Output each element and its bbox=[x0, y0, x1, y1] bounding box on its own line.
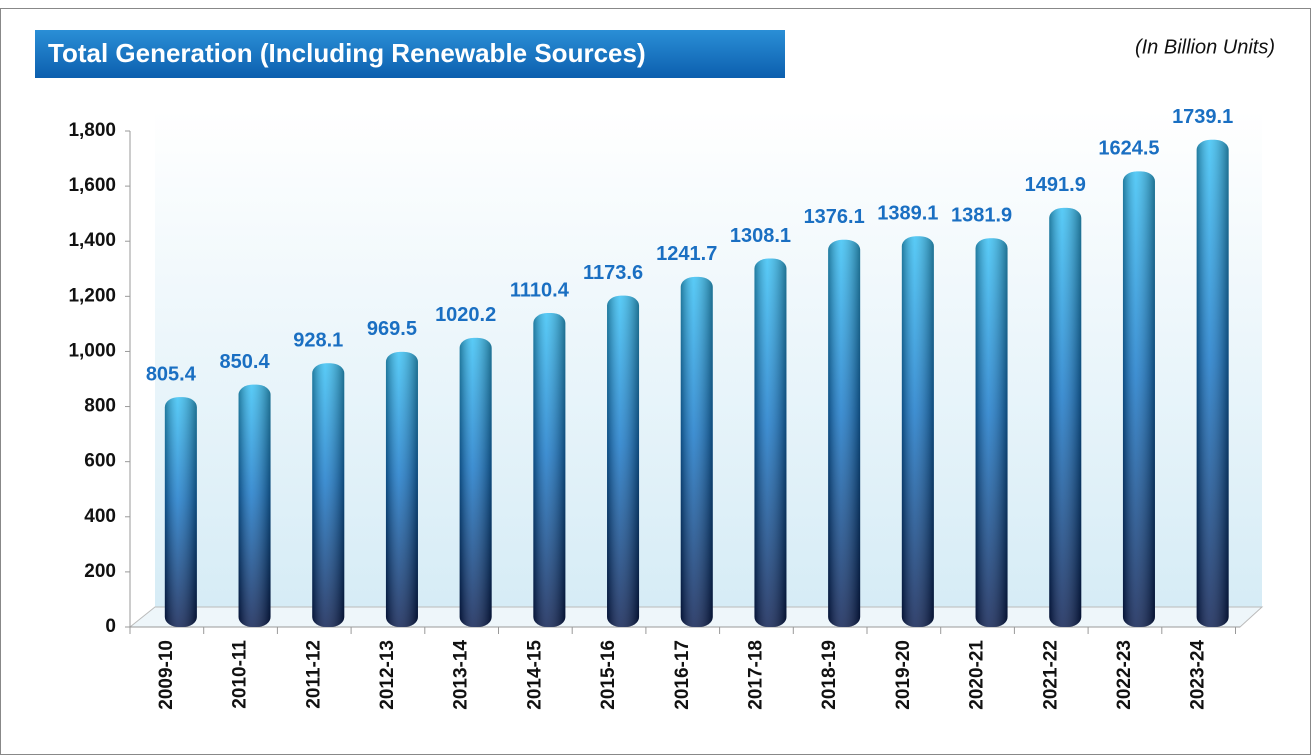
y-tick-label: 200 bbox=[84, 561, 116, 582]
bar-shade bbox=[164, 397, 197, 627]
x-tick-label: 2021-22 bbox=[1040, 640, 1061, 710]
x-tick-label: 2010-11 bbox=[230, 640, 251, 709]
bar-shade bbox=[901, 236, 934, 628]
subtitle: (In Billion Units) bbox=[1135, 36, 1275, 58]
x-tick-label: 2009-10 bbox=[156, 640, 177, 710]
bar-shade bbox=[680, 276, 713, 627]
data-label: 1020.2 bbox=[435, 304, 496, 326]
data-label: 928.1 bbox=[293, 330, 343, 352]
title-box bbox=[35, 30, 785, 78]
data-label: 1110.4 bbox=[510, 279, 570, 301]
y-tick-label: 0 bbox=[105, 616, 116, 637]
x-tick-label: 2023-24 bbox=[1188, 640, 1209, 710]
bar-shade bbox=[312, 363, 345, 627]
y-tick-label: 1,200 bbox=[68, 285, 116, 306]
x-tick-label: 2012-13 bbox=[377, 640, 398, 710]
bar-shade bbox=[1049, 207, 1082, 627]
x-tick-label: 2020-21 bbox=[967, 640, 988, 710]
frame bbox=[0, 8, 1311, 755]
bar-shade bbox=[533, 313, 566, 627]
bar-shade bbox=[1122, 171, 1155, 628]
data-label: 1381.9 bbox=[951, 204, 1012, 226]
bar-shade bbox=[754, 258, 787, 627]
bar-shade bbox=[385, 351, 418, 627]
y-tick-label: 1,800 bbox=[68, 120, 116, 141]
x-tick-label: 2013-14 bbox=[451, 640, 472, 710]
data-label: 1491.9 bbox=[1025, 174, 1086, 196]
data-label: 1624.5 bbox=[1098, 138, 1159, 160]
data-label: 969.5 bbox=[367, 318, 417, 340]
x-tick-label: 2017-18 bbox=[745, 640, 766, 710]
data-label: 805.4 bbox=[146, 363, 197, 385]
y-tick-label: 1,400 bbox=[68, 230, 116, 251]
bar-shade bbox=[975, 238, 1008, 627]
data-label: 1308.1 bbox=[730, 225, 791, 247]
data-label: 850.4 bbox=[220, 351, 271, 373]
data-label: 1739.1 bbox=[1172, 106, 1233, 128]
y-tick-label: 400 bbox=[84, 506, 116, 527]
y-tick-label: 600 bbox=[84, 451, 116, 472]
bar-shade bbox=[607, 295, 640, 627]
x-tick-label: 2011-12 bbox=[303, 640, 324, 709]
x-tick-label: 2014-15 bbox=[524, 640, 545, 710]
y-tick-label: 1,600 bbox=[68, 175, 116, 196]
bar-shade bbox=[1196, 139, 1229, 628]
bar-shade bbox=[459, 337, 492, 627]
x-tick-label: 2016-17 bbox=[672, 640, 693, 710]
x-tick-label: 2018-19 bbox=[819, 640, 840, 710]
x-tick-label: 2022-23 bbox=[1114, 640, 1135, 710]
bar-shade bbox=[828, 239, 861, 628]
y-tick-label: 800 bbox=[84, 396, 116, 417]
data-label: 1376.1 bbox=[804, 206, 865, 228]
data-label: 1173.6 bbox=[583, 262, 643, 284]
x-tick-label: 2015-16 bbox=[598, 640, 619, 710]
data-label: 1241.7 bbox=[656, 243, 717, 265]
bar-shade bbox=[238, 384, 271, 627]
data-label: 1389.1 bbox=[877, 203, 938, 225]
x-tick-label: 2019-20 bbox=[893, 640, 914, 710]
chart-title: Total Generation (Including Renewable So… bbox=[48, 38, 646, 68]
y-tick-label: 1,000 bbox=[68, 340, 116, 361]
